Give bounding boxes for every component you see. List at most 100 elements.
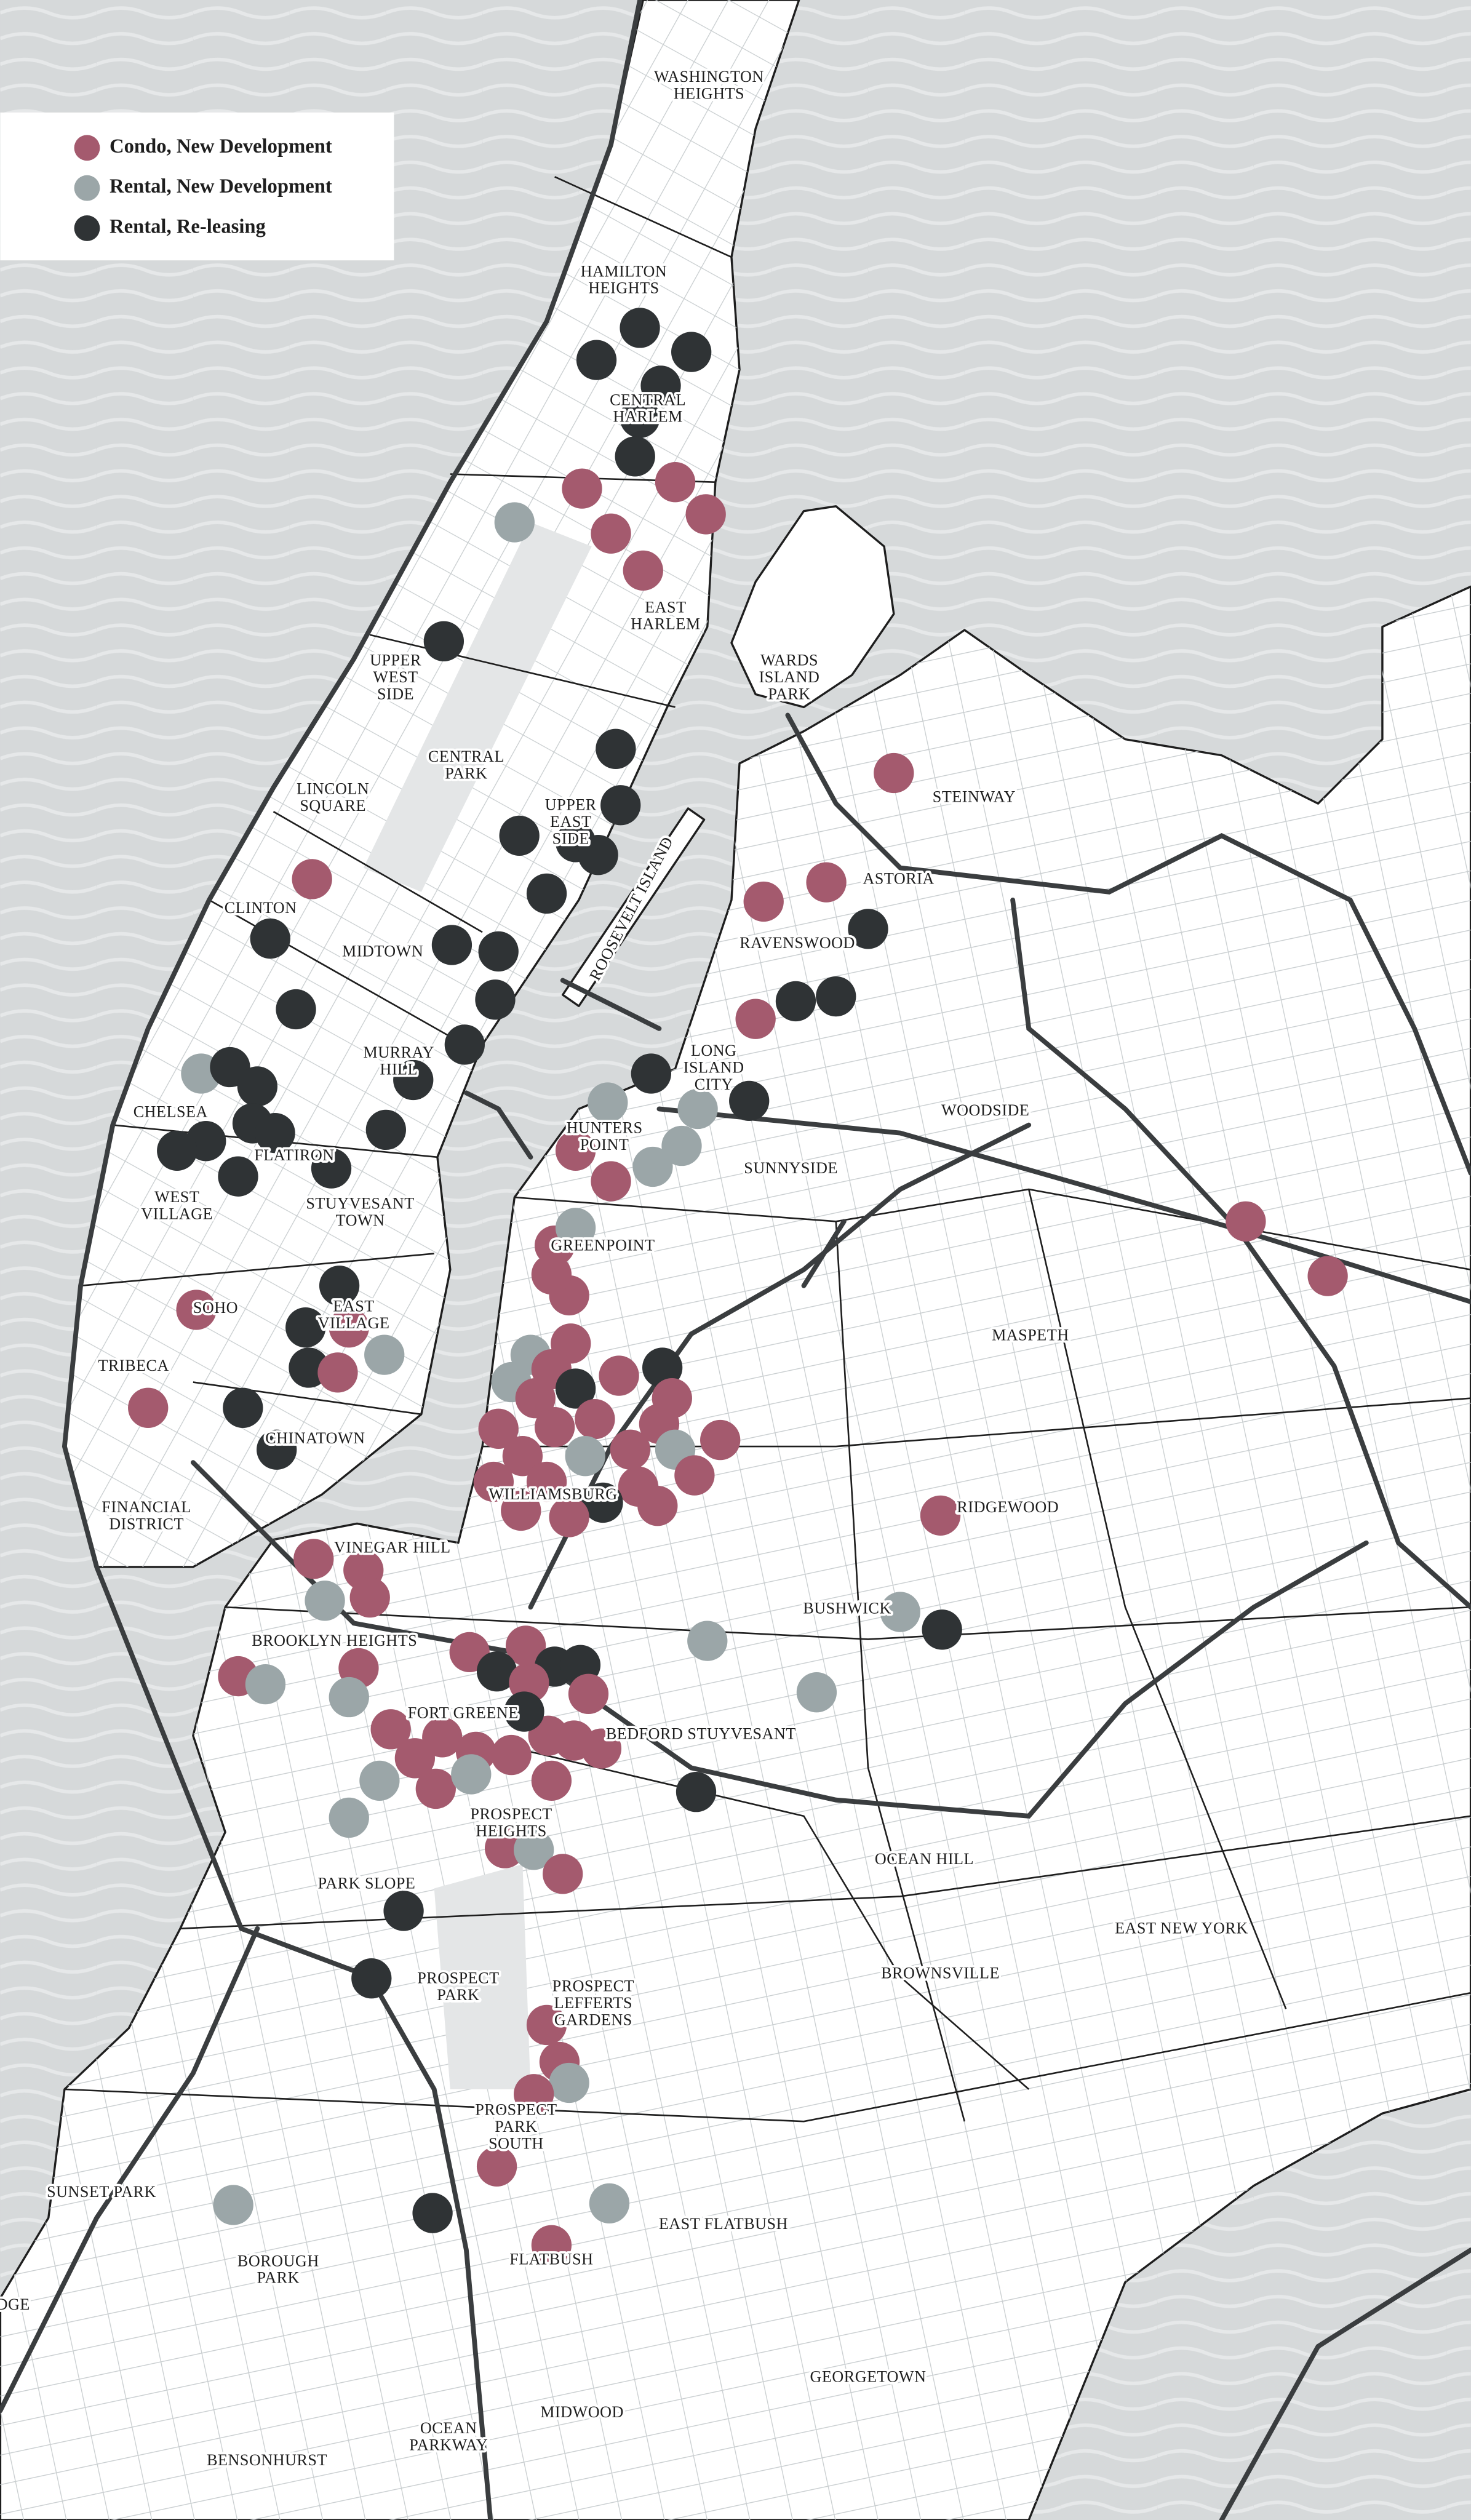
neighborhood-name: MIDTOWN — [342, 942, 423, 960]
neighborhood-name: EAST FLATBUSH — [659, 2215, 788, 2233]
property-marker — [642, 1347, 683, 1388]
property-marker — [293, 1539, 334, 1579]
neighborhood-label: VINEGAR HILL — [332, 1536, 453, 1559]
legend-items: Condo, New Development Rental, New Develo… — [74, 135, 332, 241]
legend-swatch — [74, 175, 100, 201]
neighborhood-name: EAST NEW YORK — [1115, 1920, 1248, 1937]
property-marker — [383, 1891, 424, 1931]
property-marker — [543, 1854, 583, 1894]
neighborhood-label: MIDTOWN — [340, 939, 426, 962]
property-marker — [674, 1455, 715, 1496]
property-marker — [305, 1581, 345, 1621]
neighborhood-name: LEFFERTS — [554, 1994, 632, 2012]
property-marker — [478, 931, 519, 972]
property-marker — [370, 1709, 411, 1750]
property-marker — [880, 1592, 920, 1632]
property-marker — [526, 2004, 567, 2046]
neighborhood-name: LONG — [691, 1042, 737, 1059]
neighborhood-name: TRIBECA — [98, 1357, 169, 1374]
property-marker — [729, 1080, 770, 1122]
property-marker — [478, 1408, 519, 1449]
neighborhood-name: WEST — [154, 1188, 199, 1206]
property-marker — [365, 1109, 406, 1150]
neighborhood-name: HARLEM — [631, 615, 700, 633]
neighborhood-name: LINCOLN — [297, 780, 369, 797]
neighborhood-name: UPPER — [545, 796, 597, 814]
neighborhood-name: WARDS — [760, 651, 818, 669]
neighborhood-name: SOHO — [193, 1299, 238, 1317]
neighborhood-label: GEORGETOWN — [808, 2365, 928, 2388]
neighborhood-name: POINT — [580, 1136, 629, 1154]
property-marker — [423, 621, 464, 661]
neighborhood-name: PARK SLOPE — [318, 1874, 416, 1892]
property-marker — [637, 1486, 678, 1526]
property-marker — [816, 976, 856, 1017]
property-marker — [700, 1419, 741, 1461]
property-marker — [499, 815, 540, 856]
property-marker — [555, 1208, 596, 1248]
property-marker — [632, 1146, 673, 1187]
property-marker — [591, 1161, 631, 1202]
neighborhood-name: SIDE — [552, 829, 589, 847]
property-marker — [329, 1677, 369, 1718]
property-marker — [735, 999, 776, 1039]
neighborhood-name: SQUARE — [300, 797, 366, 815]
neighborhood-name: BEDFORD STUYVESANT — [606, 1725, 796, 1742]
neighborhood-label: BENSONHURST — [204, 2449, 329, 2471]
legend-label: Condo, New Development — [110, 135, 332, 158]
property-marker — [351, 1958, 392, 1999]
property-marker — [364, 1334, 405, 1375]
property-marker — [620, 397, 660, 438]
property-marker — [128, 1387, 169, 1428]
neighborhood-name: EAST — [333, 1298, 374, 1315]
neighborhood-name: CLINTON — [225, 899, 297, 917]
property-marker — [589, 2183, 630, 2224]
property-marker — [218, 1156, 258, 1197]
property-marker — [600, 785, 641, 826]
property-marker — [743, 881, 784, 922]
neighborhood-label: PARK SLOPE — [316, 1872, 418, 1894]
neighborhood-name: GEORGETOWN — [810, 2367, 927, 2385]
property-marker — [491, 1734, 532, 1776]
neighborhood-label: BROOKLYN HEIGHTS — [249, 1629, 419, 1652]
neighborhood-name: MURRAY — [364, 1043, 434, 1061]
neighborhood-label: EAST FLATBUSH — [656, 2212, 790, 2235]
neighborhood-name: SUNSET PARK — [47, 2183, 156, 2201]
property-marker — [531, 2225, 572, 2265]
neighborhood-name: ISLAND — [684, 1059, 744, 1077]
property-marker — [526, 1461, 567, 1502]
property-marker — [578, 835, 618, 875]
neighborhood-label: WILLIAMSBURG — [486, 1483, 620, 1505]
property-marker — [685, 494, 726, 535]
neighborhood-name: TOWN — [336, 1211, 385, 1229]
property-marker — [531, 1760, 572, 1801]
property-marker — [213, 2185, 253, 2225]
property-marker — [276, 989, 316, 1030]
property-marker — [534, 1407, 575, 1448]
neighborhood-label: RIDGEWOOD — [955, 1496, 1061, 1518]
property-marker — [922, 1609, 962, 1650]
property-marker — [531, 1254, 572, 1295]
neighborhood-name: BENSONHURST — [207, 2451, 327, 2469]
property-marker — [568, 1673, 609, 1714]
boundary — [530, 1189, 1287, 2122]
neighborhood-name: PROSPECT — [475, 2101, 557, 2119]
property-marker — [806, 862, 847, 903]
property-marker — [1226, 1201, 1266, 1242]
neighborhood-label: GREENPOINT — [549, 1234, 657, 1256]
neighborhood-name: MASPETH — [992, 1326, 1069, 1344]
legend-swatch — [74, 135, 100, 161]
neighborhood-name: CHINATOWN — [265, 1429, 365, 1447]
neighborhood-name: VILLAGE — [318, 1314, 390, 1332]
brooklyn-queens-streets — [0, 586, 1471, 2520]
property-marker — [549, 2062, 589, 2103]
neighborhood-label: EAST NEW YORK — [1112, 1917, 1250, 1940]
property-marker — [661, 1125, 702, 1166]
